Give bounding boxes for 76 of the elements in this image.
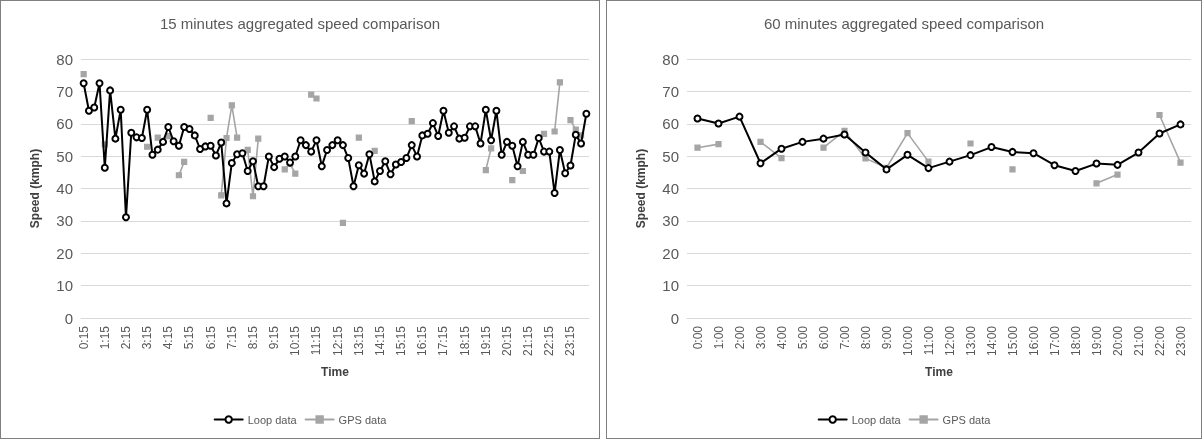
y-tick-label: 70 <box>56 82 73 100</box>
chart-title: 60 minutes aggregated speed comparison <box>763 15 1045 32</box>
y-tick-label: 60 <box>56 115 73 133</box>
y-tick-label: 40 <box>56 180 73 197</box>
x-tick-label: 16:00 <box>1026 325 1041 357</box>
x-axis-title: Time <box>925 365 954 379</box>
x-tick-label: 12:15 <box>330 325 345 357</box>
x-axis-title: Time <box>321 365 350 379</box>
x-tick-label: 9:00 <box>879 325 894 350</box>
x-tick-label: 23:00 <box>1173 325 1188 357</box>
x-tick-label: 10:00 <box>900 325 915 357</box>
x-tick-label: 19:15 <box>478 325 493 357</box>
x-tick-label: 16:15 <box>415 325 430 357</box>
x-tick-label: 10:15 <box>288 325 303 357</box>
x-tick-label: 14:15 <box>372 325 387 357</box>
x-tick-label: 23:15 <box>563 325 578 357</box>
x-tick-label: 4:00 <box>774 325 789 350</box>
y-tick-label: 30 <box>662 212 679 230</box>
x-tick-label: 5:00 <box>795 325 810 350</box>
y-tick-label: 50 <box>662 147 679 165</box>
x-tick-label: 4:15 <box>161 325 176 350</box>
y-tick-label: 80 <box>662 50 679 68</box>
x-tick-label: 2:15 <box>118 325 133 350</box>
y-axis-title: Speed (kmph) <box>634 148 648 229</box>
x-tick-label: 6:00 <box>816 325 831 350</box>
x-tick-label: 17:15 <box>436 325 451 357</box>
y-tick-label: 20 <box>56 244 73 262</box>
x-tick-label: 0:15 <box>76 325 91 350</box>
x-tick-label: 8:15 <box>245 325 260 350</box>
y-tick-label: 80 <box>56 50 73 68</box>
x-tick-label: 18:15 <box>457 325 472 357</box>
x-tick-label: 19:00 <box>1089 325 1104 357</box>
y-axis-title: Speed (kmph) <box>28 148 42 229</box>
x-tick-label: 15:00 <box>1005 325 1020 357</box>
y-tick-label: 60 <box>662 115 679 133</box>
x-tick-label: 13:15 <box>351 325 366 357</box>
legend-label: GPS data <box>338 413 388 426</box>
x-tick-label: 21:00 <box>1131 325 1146 357</box>
legend-label: Loop data <box>247 413 298 426</box>
y-tick-label: 30 <box>56 212 73 230</box>
x-tick-label: 1:00 <box>711 325 726 350</box>
y-tick-label: 40 <box>662 180 679 197</box>
y-tick-label: 50 <box>56 147 73 165</box>
x-tick-label: 18:00 <box>1068 325 1083 357</box>
x-tick-label: 17:00 <box>1047 325 1062 357</box>
y-tick-label: 0 <box>670 309 679 327</box>
y-tick-label: 20 <box>662 244 679 262</box>
x-tick-label: 7:15 <box>224 325 239 350</box>
y-tick-label: 70 <box>662 82 679 100</box>
legend-label: GPS data <box>942 413 992 426</box>
x-tick-label: 14:00 <box>984 325 999 357</box>
legend-label: Loop data <box>851 413 902 426</box>
x-tick-label: 11:00 <box>921 325 936 356</box>
y-tick-label: 0 <box>64 309 73 327</box>
x-tick-label: 3:15 <box>140 325 155 350</box>
x-tick-label: 8:00 <box>858 325 873 350</box>
chart-title: 15 minutes aggregated speed comparison <box>159 15 441 32</box>
x-tick-label: 1:15 <box>97 325 112 350</box>
x-tick-label: 22:15 <box>542 325 557 357</box>
x-tick-label: 20:00 <box>1110 325 1125 357</box>
x-tick-label: 15:15 <box>394 325 409 357</box>
x-tick-label: 13:00 <box>963 325 978 357</box>
y-tick-label: 10 <box>662 277 679 295</box>
x-tick-label: 12:00 <box>942 325 957 357</box>
x-tick-label: 20:15 <box>499 325 514 357</box>
x-tick-label: 7:00 <box>837 325 852 350</box>
x-tick-label: 5:15 <box>182 325 197 350</box>
x-tick-label: 0:00 <box>690 325 705 350</box>
y-tick-label: 10 <box>56 277 73 295</box>
x-tick-label: 9:15 <box>267 325 282 350</box>
x-tick-label: 2:00 <box>732 325 747 350</box>
x-tick-label: 3:00 <box>753 325 768 350</box>
x-tick-label: 11:15 <box>309 325 324 356</box>
x-tick-label: 22:00 <box>1152 325 1167 357</box>
x-tick-label: 21:15 <box>521 325 536 357</box>
x-tick-label: 6:15 <box>203 325 218 350</box>
